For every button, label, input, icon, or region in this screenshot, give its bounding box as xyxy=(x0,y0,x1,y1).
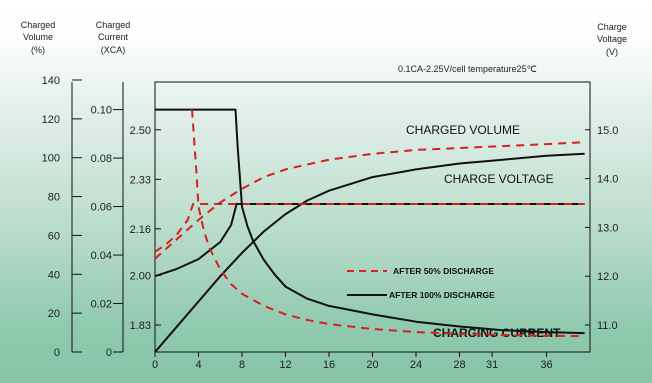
volume-tick-label: 60 xyxy=(48,230,60,242)
chart-subtitle: 0.1CA-2.25V/cell temperature25℃ xyxy=(398,64,537,74)
plot-frame xyxy=(154,81,591,353)
current-tick-label: 0.04 xyxy=(91,250,112,262)
current-tick-label: 0.06 xyxy=(91,202,112,214)
volume-tick-label: 40 xyxy=(48,269,60,281)
current-tick-label: 0 xyxy=(106,347,112,359)
voltage-axis-unit: (V) xyxy=(606,47,618,57)
cell-voltage-tick-label: 2.33 xyxy=(130,174,151,186)
legend-label-50-discharge: AFTER 50% DISCHARGE xyxy=(393,266,494,276)
x-tick-label: 28 xyxy=(453,359,465,371)
current-axis-title-line2: Current xyxy=(98,32,129,42)
volume-axis-title-line2: Volume xyxy=(23,32,53,42)
current-tick-label: 0.10 xyxy=(91,105,112,117)
x-tick-label: 16 xyxy=(323,359,335,371)
cell-voltage-tick-label: 2.00 xyxy=(130,270,151,282)
x-tick-label: 4 xyxy=(195,359,201,371)
current-tick-label: 0.08 xyxy=(91,153,112,165)
charging-current-label: CHARGING CURRENT xyxy=(433,326,561,340)
volume-tick-label: 120 xyxy=(42,114,60,126)
charge-voltage-label: CHARGE VOLTAGE xyxy=(444,172,554,186)
x-tick-label: 20 xyxy=(366,359,378,371)
voltage-tick-label: 15.0 xyxy=(597,125,618,137)
series-line-charging-current-100-discharge xyxy=(155,108,585,335)
x-tick-label: 12 xyxy=(279,359,291,371)
volume-axis-title-line1: Charged xyxy=(21,20,56,30)
x-tick-label: 8 xyxy=(239,359,245,371)
voltage-axis-title-line2: Voltage xyxy=(597,34,627,44)
cell-voltage-tick-label: 2.16 xyxy=(130,224,151,236)
current-axis-title-line1: Charged xyxy=(96,20,131,30)
volume-tick-label: 80 xyxy=(48,192,60,204)
series-line-charge-voltage-100-discharge xyxy=(154,203,585,278)
x-tick-label: 36 xyxy=(540,359,552,371)
volume-tick-label: 140 xyxy=(42,75,60,87)
cell-voltage-tick-label: 1.83 xyxy=(130,320,151,332)
series-line-charging-current-50-discharge xyxy=(191,109,585,338)
volume-tick-label: 100 xyxy=(42,153,60,165)
cell-voltage-tick-label: 2.50 xyxy=(130,125,151,137)
volume-tick-label: 20 xyxy=(48,308,60,320)
series-line-charged-volume-100-discharge xyxy=(154,152,585,353)
x-tick-label: 31 xyxy=(486,359,498,371)
legend-label-100-discharge: AFTER 100% DISCHARGE xyxy=(389,290,495,300)
voltage-tick-label: 12.0 xyxy=(597,271,618,283)
voltage-tick-label: 14.0 xyxy=(597,174,618,186)
volume-tick-label: 0 xyxy=(54,347,60,359)
voltage-tick-label: 13.0 xyxy=(597,222,618,234)
x-tick-label: 24 xyxy=(410,359,422,371)
charged-volume-label: CHARGED VOLUME xyxy=(406,123,520,137)
voltage-tick-label: 11.0 xyxy=(597,320,618,332)
volume-axis-unit: (%) xyxy=(31,45,45,55)
current-tick-label: 0.02 xyxy=(91,299,112,311)
x-tick-label: 0 xyxy=(152,359,158,371)
current-axis-unit: (XCA) xyxy=(101,45,126,55)
voltage-axis-title-line1: Charge xyxy=(597,22,627,32)
series-line-charged-volume-50-discharge xyxy=(154,141,585,260)
series-line-charge-voltage-50-discharge xyxy=(154,203,585,253)
